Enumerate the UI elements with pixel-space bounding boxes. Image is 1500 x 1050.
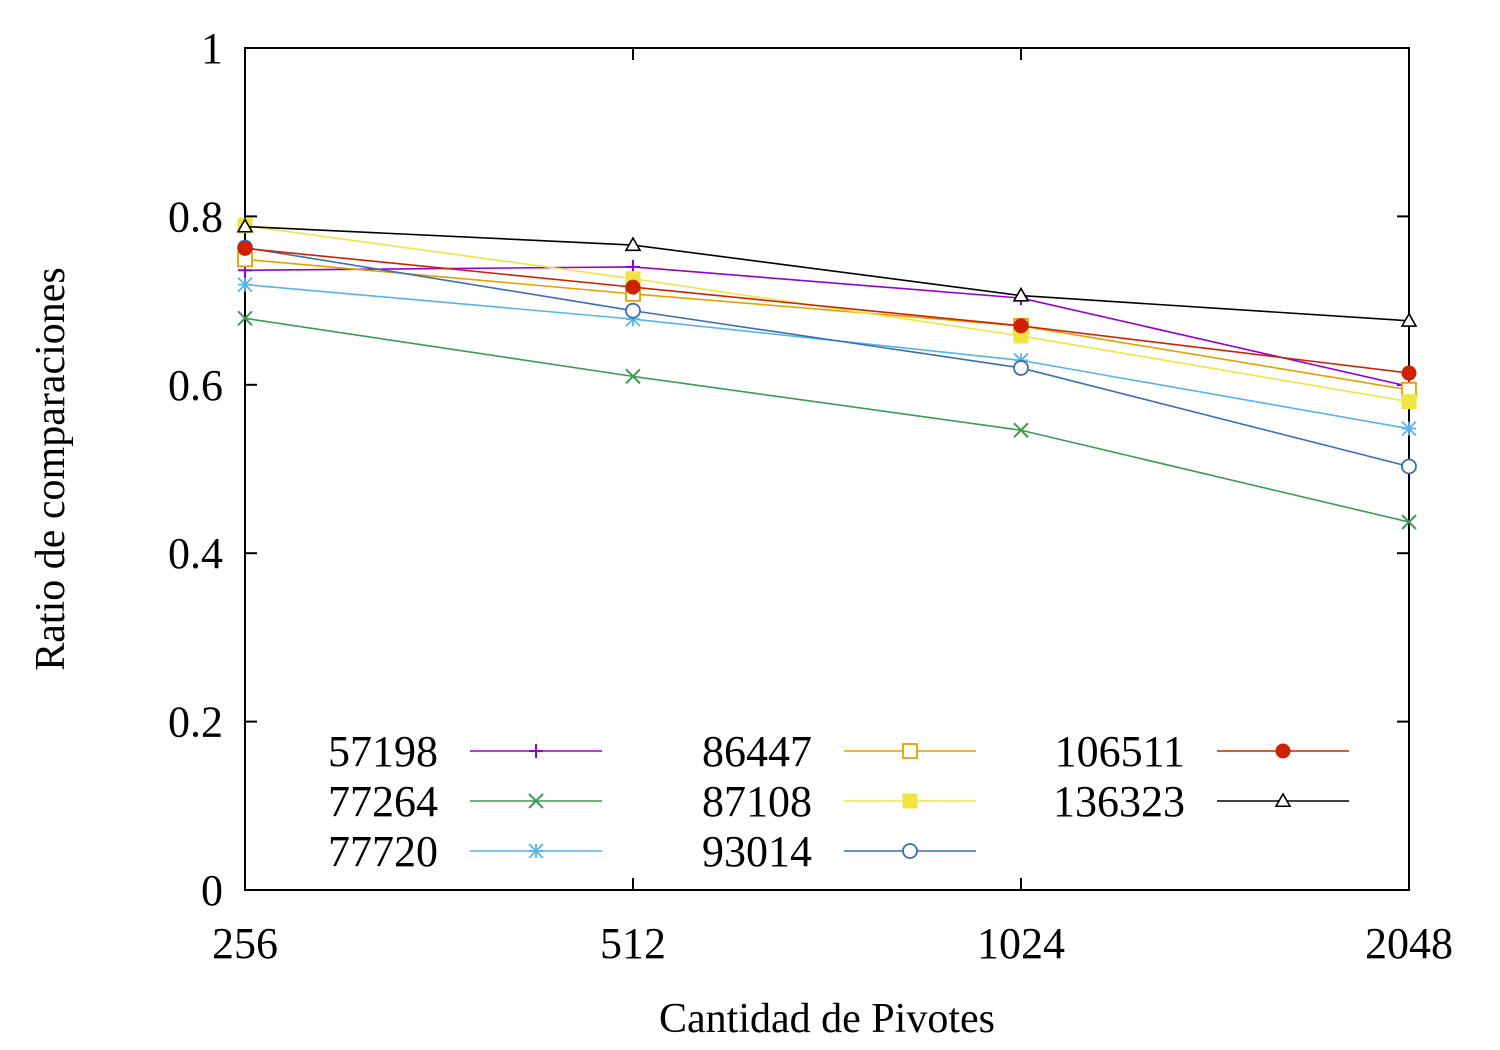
data-point (237, 276, 253, 293)
legend-label: 106511 (1055, 727, 1185, 776)
series-87108 (237, 218, 1417, 410)
y-axis-ticks: 0 0.2 0.4 0.6 0.8 1 (168, 24, 1409, 915)
data-point (625, 302, 641, 319)
data-point (625, 279, 641, 295)
legend-label: 77720 (328, 827, 438, 876)
data-point (237, 240, 253, 256)
data-point (625, 368, 641, 385)
x-axis-label: Cantidad de Pivotes (659, 996, 995, 1042)
data-point (902, 743, 918, 759)
legend-entry-136323: 136323 (1053, 777, 1349, 826)
series-77264 (237, 310, 1417, 530)
series-line (244, 247, 1410, 374)
y-tick-label: 0.4 (168, 529, 223, 578)
data-point (1401, 458, 1417, 475)
data-point (1275, 743, 1291, 759)
legend-label: 93014 (702, 827, 812, 876)
y-axis-label: Ratio de comparaciones (28, 267, 74, 671)
legend-label: 136323 (1053, 777, 1185, 826)
series-line (244, 246, 1410, 468)
legend-label: 86447 (702, 727, 812, 776)
series-93014 (237, 239, 1417, 475)
series-line (244, 317, 1410, 523)
x-axis-ticks: 256 512 1024 2048 (212, 48, 1453, 968)
data-point (1400, 312, 1418, 327)
legend-entry-77720: 77720 (328, 827, 602, 876)
data-point (1401, 420, 1417, 437)
legend-entry-87108: 87108 (702, 777, 976, 826)
series-77720 (237, 276, 1417, 437)
x-tick-label: 2048 (1365, 919, 1453, 968)
data-point (902, 793, 918, 809)
data-point (528, 843, 544, 859)
series-line (244, 225, 1410, 322)
data-point (1013, 422, 1029, 438)
y-tick-label: 0 (201, 866, 223, 915)
data-point (1401, 365, 1417, 381)
data-point (1012, 286, 1030, 302)
data-point (1013, 360, 1029, 376)
series-line (244, 224, 1410, 403)
data-point (528, 793, 544, 809)
legend-label: 87108 (702, 777, 812, 826)
legend-entry-86447: 86447 (702, 727, 976, 776)
series-layer (236, 217, 1418, 530)
x-tick-label: 1024 (977, 919, 1065, 968)
data-point (1401, 394, 1417, 410)
y-tick-label: 0.6 (168, 361, 223, 410)
series-136323 (236, 217, 1418, 327)
y-tick-label: 0.8 (168, 192, 223, 241)
legend-entry-77264: 77264 (328, 777, 602, 826)
legend-label: 77264 (328, 777, 438, 826)
series-line (244, 258, 1410, 391)
data-point (1274, 792, 1292, 808)
series-86447 (237, 251, 1417, 398)
legend-entry-57198: 57198 (328, 727, 602, 776)
y-tick-label: 1 (201, 24, 223, 73)
data-point (1401, 514, 1417, 530)
data-point (1013, 318, 1029, 334)
legend-label: 57198 (328, 727, 438, 776)
series-106511 (237, 240, 1417, 381)
y-tick-label: 0.2 (168, 698, 223, 747)
data-point (625, 311, 641, 327)
data-point (902, 843, 918, 859)
legend-entry-106511: 106511 (1055, 727, 1349, 776)
data-point (624, 236, 642, 252)
x-tick-label: 512 (600, 919, 666, 968)
series-line (244, 266, 1410, 388)
x-tick-label: 256 (212, 919, 278, 968)
data-point (237, 310, 253, 326)
data-point (236, 217, 254, 233)
legend-entry-93014: 93014 (702, 827, 976, 876)
data-point (529, 744, 543, 758)
